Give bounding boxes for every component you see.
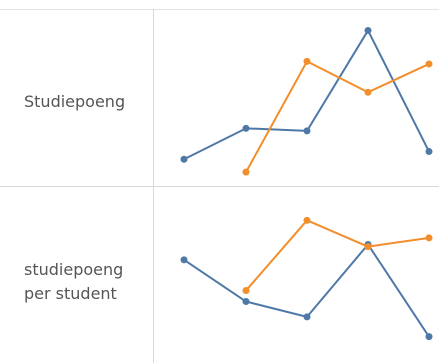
data-point-1-0-1[interactable] [242, 298, 250, 306]
data-point-0-1-2[interactable] [303, 57, 311, 65]
top-border [0, 9, 439, 10]
series-line-0-0 [183, 29, 430, 161]
data-point-0-0-2[interactable] [303, 127, 311, 135]
data-point-0-0-1[interactable] [242, 124, 250, 132]
data-point-1-1-2[interactable] [303, 216, 311, 224]
series-line-1-0 [183, 243, 430, 338]
label-column-divider [153, 9, 154, 363]
data-point-1-1-1[interactable] [242, 287, 250, 295]
data-point-0-0-4[interactable] [425, 148, 433, 156]
data-point-1-0-0[interactable] [180, 256, 188, 264]
data-point-1-1-4[interactable] [425, 234, 433, 242]
data-point-1-1-3[interactable] [364, 243, 372, 251]
data-point-1-0-4[interactable] [425, 333, 433, 341]
series-line-0-1 [245, 60, 430, 173]
row-label-studiepoeng: Studiepoeng [24, 92, 126, 111]
data-point-0-1-1[interactable] [242, 168, 250, 176]
data-point-0-0-0[interactable] [180, 155, 188, 163]
data-point-0-0-3[interactable] [364, 26, 372, 34]
series-line-1-1 [245, 219, 430, 292]
row-label-studiepoeng-per-student: studiepoeng per student [24, 260, 124, 303]
row-divider [0, 186, 439, 187]
data-point-0-1-3[interactable] [364, 88, 372, 96]
data-point-1-0-2[interactable] [303, 313, 311, 321]
data-point-0-1-4[interactable] [425, 60, 433, 68]
